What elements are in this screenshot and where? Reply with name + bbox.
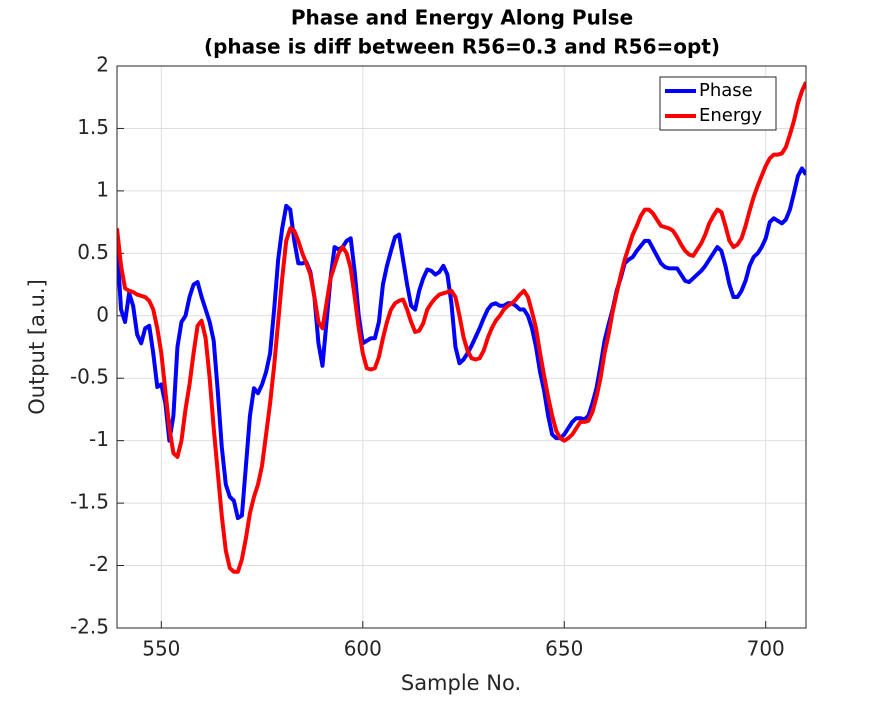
chart-title: Phase and Energy Along Pulse (291, 6, 633, 30)
y-tick-label: 0.5 (77, 240, 109, 264)
y-tick-label: 2 (96, 53, 109, 77)
x-tick-label: 700 (747, 637, 785, 661)
series-line (117, 166, 806, 521)
y-tick-label: -2.5 (70, 615, 109, 639)
x-tick-label: 600 (344, 637, 382, 661)
x-tick-label: 650 (545, 637, 583, 661)
y-tick-label: -1.5 (70, 490, 109, 514)
y-tick-label: -0.5 (70, 365, 109, 389)
y-tick-label: -2 (89, 552, 109, 576)
x-axis-label: Sample No. (401, 671, 521, 695)
y-tick-label: 1.5 (77, 115, 109, 139)
legend-label: Phase (699, 80, 753, 101)
x-tick-label: 550 (142, 637, 180, 661)
y-tick-label: -1 (89, 427, 109, 451)
chart-subtitle: (phase is diff between R56=0.3 and R56=o… (204, 35, 720, 59)
legend-label: Energy (699, 105, 762, 126)
series-line (117, 81, 806, 574)
plot-frame (116, 65, 807, 629)
plot-area (117, 66, 806, 628)
legend-box (659, 76, 777, 131)
y-tick-label: 0 (96, 302, 109, 326)
y-axis-label: Output [a.u.] (25, 279, 49, 415)
y-tick-label: 1 (96, 177, 109, 201)
